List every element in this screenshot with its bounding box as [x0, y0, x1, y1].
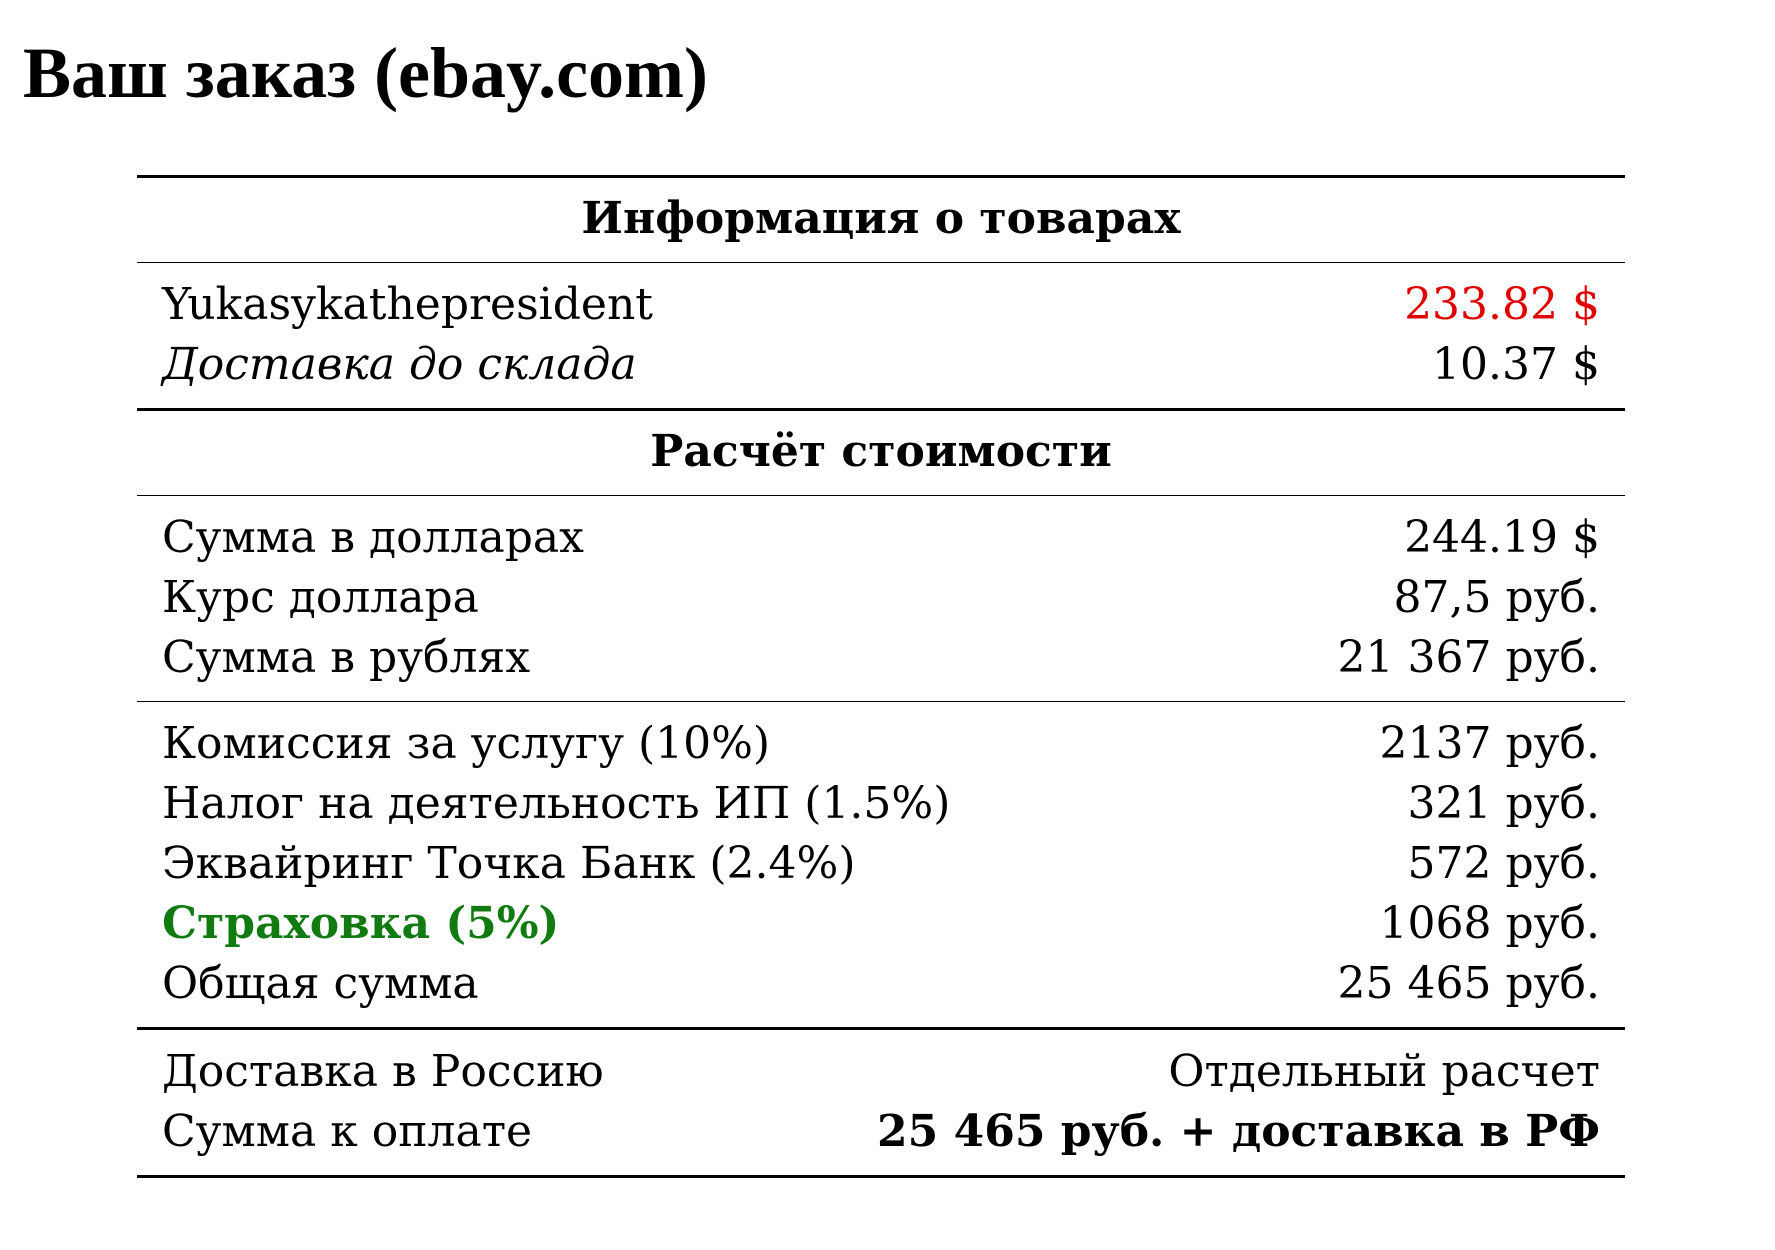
group-rule	[137, 701, 1625, 702]
amount-due-label: Сумма к оплате	[162, 1106, 533, 1157]
section-rule	[137, 1027, 1625, 1030]
tax-label: Налог на деятельность ИП (1.5%)	[162, 778, 951, 829]
conversion-rows: Сумма в долларах 244.19 $ Курс доллара 8…	[137, 496, 1625, 701]
usd-sum-value: 244.19 $	[1404, 512, 1600, 563]
total-value: 25 465 руб.	[1337, 958, 1600, 1009]
goods-section-heading: Информация о товарах	[581, 193, 1181, 244]
usd-sum-label: Сумма в долларах	[162, 512, 584, 563]
exchange-rate-label: Курс доллара	[162, 572, 479, 623]
order-summary-table: Информация о товарах Yukasykathepresiden…	[137, 175, 1625, 1178]
item-row: Yukasykathepresident 233.82 $	[162, 275, 1600, 335]
bottom-rule	[137, 1175, 1625, 1178]
calc-section-heading: Расчёт стоимости	[650, 426, 1112, 477]
acquiring-value: 572 руб.	[1407, 838, 1601, 889]
page-title: Ваш заказ (ebay.com)	[23, 33, 708, 113]
amount-due-value: 25 465 руб. + доставка в РФ	[877, 1106, 1600, 1157]
insurance-value: 1068 руб.	[1379, 898, 1601, 949]
fee-rows: Комиссия за услугу (10%) 2137 руб. Налог…	[137, 702, 1625, 1027]
item-price: 233.82 $	[1404, 279, 1600, 330]
insurance-label: Страховка (5%)	[162, 898, 560, 949]
total-label: Общая сумма	[162, 958, 479, 1009]
amount-due-row: Сумма к оплате 25 465 руб. + доставка в …	[162, 1102, 1600, 1162]
top-rule	[137, 175, 1625, 178]
item-name: Yukasykathepresident	[162, 279, 653, 330]
warehouse-shipping-value: 10.37 $	[1432, 339, 1600, 390]
warehouse-shipping-label: Доставка до склада	[162, 339, 637, 390]
acquiring-row: Эквайринг Точка Банк (2.4%) 572 руб.	[162, 834, 1600, 894]
heading-rule	[137, 495, 1625, 496]
exchange-rate-row: Курс доллара 87,5 руб.	[162, 568, 1600, 628]
tax-row: Налог на деятельность ИП (1.5%) 321 руб.	[162, 774, 1600, 834]
acquiring-label: Эквайринг Точка Банк (2.4%)	[162, 838, 856, 889]
goods-rows: Yukasykathepresident 233.82 $ Доставка д…	[137, 263, 1625, 408]
total-row: Общая сумма 25 465 руб.	[162, 954, 1600, 1014]
rub-sum-label: Сумма в рублях	[162, 632, 531, 683]
service-fee-row: Комиссия за услугу (10%) 2137 руб.	[162, 714, 1600, 774]
russia-shipping-label: Доставка в Россию	[162, 1046, 604, 1097]
heading-rule	[137, 262, 1625, 263]
rub-sum-row: Сумма в рублях 21 367 руб.	[162, 628, 1600, 688]
russia-shipping-row: Доставка в Россию Отдельный расчет	[162, 1042, 1600, 1102]
final-rows: Доставка в Россию Отдельный расчет Сумма…	[137, 1030, 1625, 1175]
section-rule	[137, 408, 1625, 411]
insurance-row: Страховка (5%) 1068 руб.	[162, 894, 1600, 954]
rub-sum-value: 21 367 руб.	[1337, 632, 1600, 683]
russia-shipping-value: Отдельный расчет	[1168, 1046, 1600, 1097]
service-fee-label: Комиссия за услугу (10%)	[162, 718, 771, 769]
exchange-rate-value: 87,5 руб.	[1393, 572, 1601, 623]
tax-value: 321 руб.	[1407, 778, 1601, 829]
usd-sum-row: Сумма в долларах 244.19 $	[162, 508, 1600, 568]
warehouse-shipping-row: Доставка до склада 10.37 $	[162, 335, 1600, 395]
service-fee-value: 2137 руб.	[1379, 718, 1601, 769]
